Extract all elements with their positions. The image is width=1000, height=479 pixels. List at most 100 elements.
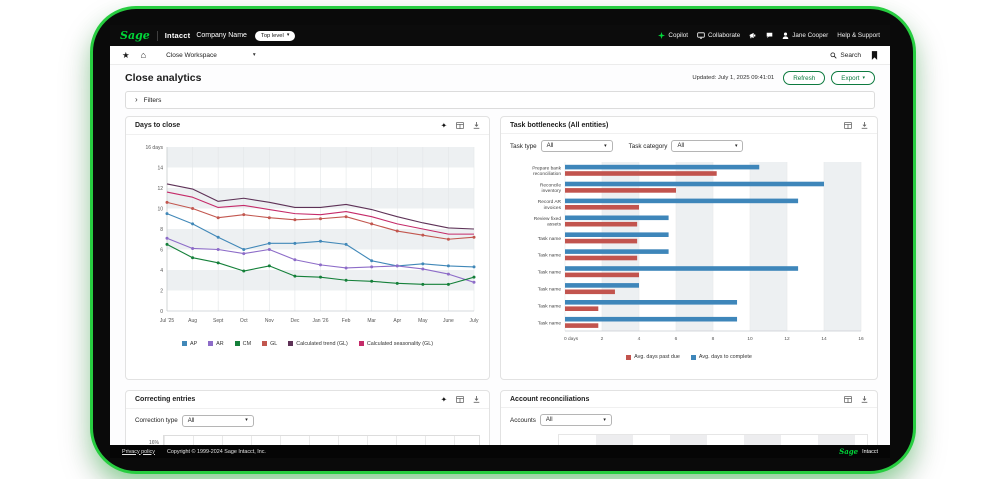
entity-selector[interactable]: Top level ▾ [254, 30, 296, 41]
chat-icon [766, 32, 773, 39]
chevron-down-icon: ▾ [734, 142, 738, 149]
chevron-down-icon: ▾ [245, 417, 248, 423]
svg-text:10: 10 [747, 336, 753, 342]
export-button[interactable]: Export ▾ [831, 71, 875, 85]
correction-type-select[interactable]: All ▾ [181, 414, 254, 427]
panel-header: Correcting entries ✦ [126, 391, 489, 409]
svg-text:2: 2 [601, 336, 604, 342]
svg-text:8: 8 [712, 336, 715, 342]
bookmark-icon[interactable] [871, 50, 878, 60]
svg-text:Task name: Task name [538, 253, 562, 259]
divider [156, 30, 158, 41]
download-icon[interactable] [861, 396, 868, 403]
task-category-label: Task category [628, 142, 668, 150]
svg-text:June: June [443, 318, 454, 324]
collaborate-button[interactable]: Collaborate [697, 32, 740, 39]
legend-item: CM [234, 341, 251, 347]
ai-sparkle-icon[interactable]: ✦ [440, 121, 447, 130]
legend-item: Calculated seasonality (GL) [358, 341, 433, 347]
svg-text:14: 14 [157, 165, 163, 171]
table-view-icon[interactable] [456, 396, 464, 404]
filters-toggle[interactable]: › Filters [125, 91, 875, 109]
svg-text:Oct: Oct [240, 318, 248, 324]
svg-text:12: 12 [157, 185, 163, 191]
home-icon[interactable]: ⌂ [140, 49, 147, 60]
workspace-chevron-down-icon[interactable]: ▾ [252, 52, 256, 58]
privacy-policy-link[interactable]: Privacy policy [122, 448, 155, 455]
download-icon[interactable] [473, 396, 480, 403]
download-icon[interactable] [473, 122, 480, 129]
svg-text:Reconcile: Reconcile [540, 182, 561, 188]
svg-text:Mar: Mar [367, 318, 376, 324]
y-axis-label: 16% of txns [148, 439, 159, 446]
task-type-select[interactable]: All ▾ [540, 140, 613, 152]
svg-text:6: 6 [675, 336, 678, 342]
refresh-button[interactable]: Refresh [783, 71, 826, 85]
updated-timestamp: Updated: July 1, 2025 09:41:01 [692, 75, 775, 81]
chevron-down-icon: ▾ [603, 416, 606, 423]
company-name[interactable]: Company Name [196, 32, 247, 39]
svg-text:14: 14 [821, 336, 827, 342]
svg-text:Jul '25: Jul '25 [160, 318, 175, 324]
dashboard-grid: Days to close ✦ 0 2 4 6 8 10 12 14 16 da [125, 116, 878, 445]
chevron-down-icon: ▾ [286, 32, 290, 38]
workspace-selector[interactable]: Close Workspace [166, 51, 217, 59]
ai-sparkle-icon[interactable]: ✦ [440, 395, 447, 404]
svg-text:4: 4 [638, 336, 641, 342]
panel-title: Days to close [135, 122, 181, 130]
svg-text:invoices: invoices [544, 205, 562, 211]
chevron-down-icon: ▾ [604, 142, 607, 149]
panel-title: Task bottlenecks (All entities) [510, 122, 609, 129]
svg-text:Prepare bank: Prepare bank [532, 165, 561, 171]
panel-filters: Accounts All ▾ [501, 408, 877, 431]
svg-text:16: 16 [858, 336, 864, 342]
chart-area-partial [163, 434, 480, 445]
accounts-label: Accounts [510, 416, 536, 424]
panel-task-bottlenecks: Task bottlenecks (All entities) [500, 116, 878, 380]
svg-text:July: July [470, 318, 479, 324]
favorite-star-icon[interactable]: ★ [122, 49, 130, 60]
copilot-button[interactable]: Copilot [658, 32, 688, 39]
footer-intacct-label: Intacct [862, 448, 878, 455]
help-support-label: Help & Support [837, 32, 880, 39]
announcements-button[interactable] [749, 32, 757, 39]
copilot-icon [658, 32, 666, 39]
user-menu[interactable]: Jane Cooper [782, 32, 828, 39]
legend-swatch [358, 341, 364, 346]
svg-text:Task name: Task name [538, 236, 562, 242]
help-support-link[interactable]: Help & Support [837, 32, 880, 39]
panel-header: Days to close ✦ [126, 117, 489, 135]
panel-correcting-entries: Correcting entries ✦ [125, 390, 490, 445]
table-view-icon[interactable] [844, 122, 852, 129]
page-header: Close analytics Updated: July 1, 2025 09… [110, 65, 890, 88]
svg-text:Record AR: Record AR [538, 199, 562, 205]
panel-title: Account reconciliations [510, 396, 590, 403]
svg-text:0 days: 0 days [564, 336, 579, 342]
svg-text:Task name: Task name [538, 303, 562, 309]
svg-text:12: 12 [784, 336, 790, 342]
download-icon[interactable] [861, 122, 868, 129]
svg-text:Nov: Nov [265, 318, 274, 324]
accounts-select[interactable]: All ▾ [539, 414, 612, 426]
legend-swatch [181, 341, 187, 346]
messages-button[interactable] [766, 32, 773, 39]
task-category-select[interactable]: All ▾ [671, 140, 744, 152]
svg-text:reconciliation: reconciliation [533, 171, 561, 177]
panel-days-to-close: Days to close ✦ 0 2 4 6 8 10 12 14 16 da [125, 116, 490, 380]
table-view-icon[interactable] [844, 396, 852, 403]
device-frame: Sage Intacct Company Name Top level ▾ Co… [90, 6, 916, 474]
account-reconciliations-chart [501, 431, 877, 445]
app-screen: Sage Intacct Company Name Top level ▾ Co… [110, 25, 890, 458]
svg-text:Sept: Sept [213, 318, 224, 324]
megaphone-icon [749, 32, 756, 39]
footer-sage-logo: Sage [839, 447, 859, 456]
collaborate-icon [697, 32, 705, 39]
panel-header: Account reconciliations [501, 391, 877, 408]
search-control[interactable]: Search [830, 52, 861, 59]
table-view-icon[interactable] [456, 122, 464, 130]
legend-item: AP [181, 341, 197, 347]
legend-item: Calculated trend (GL) [288, 341, 348, 347]
svg-text:4: 4 [160, 267, 163, 273]
top-bar: Sage Intacct Company Name Top level ▾ Co… [110, 25, 890, 46]
